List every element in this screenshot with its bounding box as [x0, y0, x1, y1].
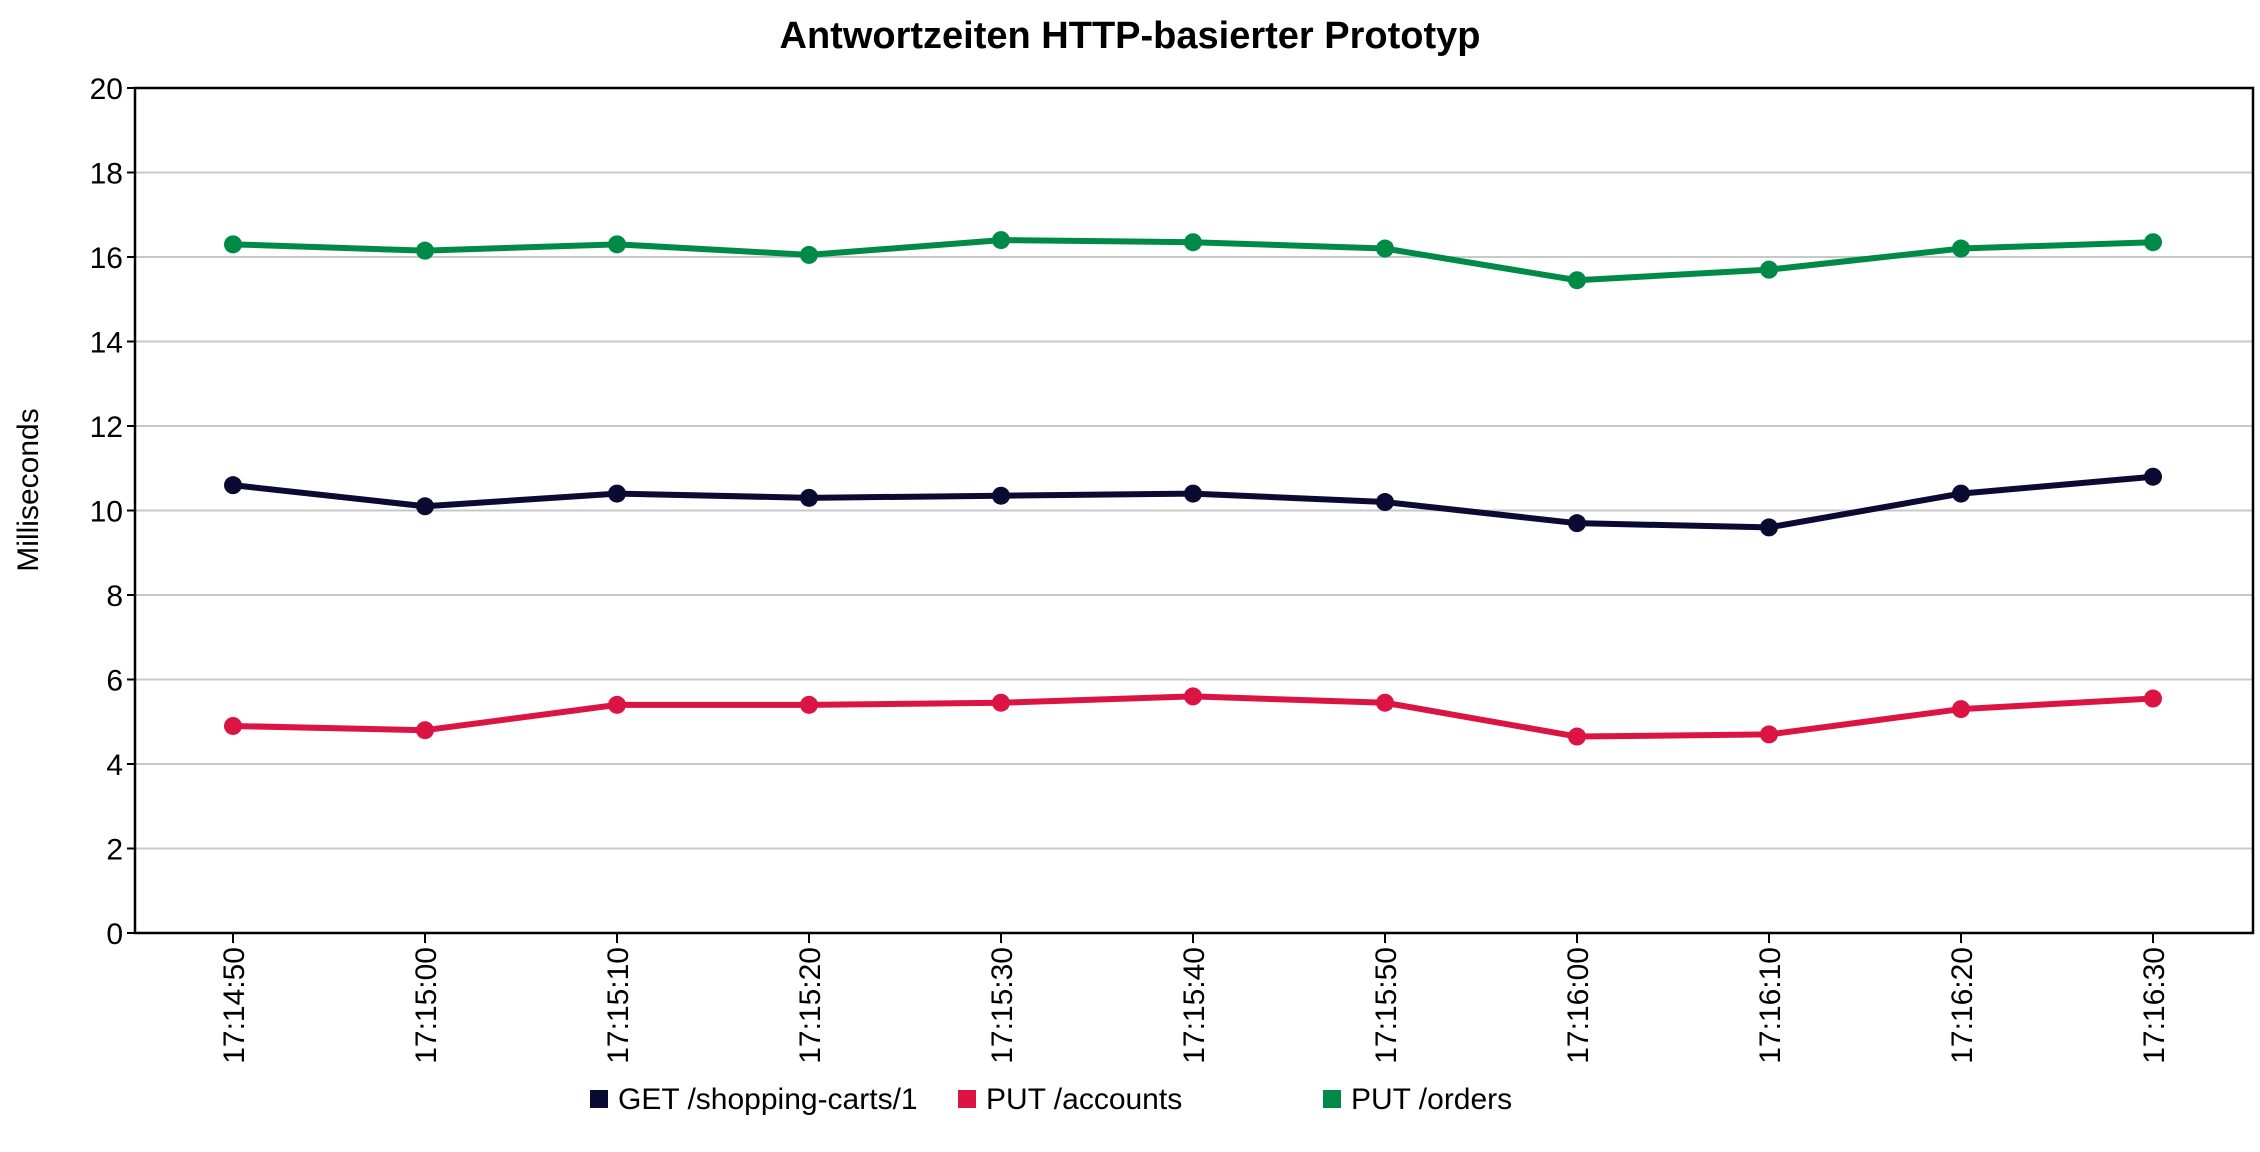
legend-swatch: [590, 1090, 608, 1108]
data-point: [1184, 687, 1202, 706]
legend: GET /shopping-carts/1 PUT /accounts PUT /o…: [590, 1083, 1512, 1116]
y-tick-label: 10: [90, 496, 123, 529]
data-point: [1568, 271, 1586, 290]
y-axis-label: Milliseconds: [12, 408, 45, 571]
y-tick-label: 14: [90, 327, 123, 360]
data-point: [800, 695, 818, 714]
data-point: [1760, 518, 1778, 537]
data-point: [1376, 693, 1394, 712]
legend-swatch: [958, 1090, 976, 1108]
y-tick-label: 2: [106, 834, 123, 867]
data-point: [2144, 233, 2162, 252]
y-tick-label: 6: [106, 665, 123, 698]
y-tick-label: 18: [90, 158, 123, 191]
data-point: [800, 245, 818, 264]
data-point: [2144, 467, 2162, 486]
data-point: [1568, 514, 1586, 533]
grid-lines: [135, 87, 2253, 850]
data-point: [608, 695, 626, 714]
y-tick-label: 20: [90, 73, 123, 106]
series-1: [224, 687, 2162, 746]
data-point: [416, 721, 434, 740]
y-tick-label: 4: [106, 749, 123, 782]
data-point: [1952, 700, 1970, 719]
x-tick-label: 17:15:10: [602, 947, 635, 1064]
y-tick-label: 8: [106, 580, 123, 613]
y-tick-labels: 0 2 4 6 8 10 12 14 16 18 20: [90, 73, 123, 951]
x-tick-label: 17:14:50: [218, 947, 251, 1064]
data-point: [1760, 260, 1778, 279]
x-tick-labels: 17:14:50 17:15:00 17:15:10 17:15:20 17:15:30…: [218, 947, 2171, 1064]
x-tick-label: 17:16:10: [1754, 947, 1787, 1064]
data-point: [1184, 484, 1202, 503]
chart-title: Antwortzeiten HTTP-basierter Prototyp: [780, 15, 1481, 57]
data-point: [2144, 689, 2162, 708]
x-tick-label: 17:16:30: [2138, 947, 2171, 1064]
y-tick-label: 0: [106, 918, 123, 951]
data-point: [1952, 239, 1970, 258]
axes: [127, 86, 2255, 943]
data-point: [1376, 493, 1394, 512]
data-point: [1568, 727, 1586, 746]
series-2: [224, 231, 2162, 290]
data-point: [992, 231, 1010, 250]
x-tick-label: 17:15:00: [410, 947, 443, 1064]
data-point: [608, 235, 626, 254]
series-0: [224, 467, 2162, 537]
data-point: [992, 693, 1010, 712]
y-tick-label: 12: [90, 411, 123, 444]
x-tick-label: 17:16:00: [1562, 947, 1595, 1064]
data-point: [1760, 725, 1778, 744]
data-point: [416, 497, 434, 516]
x-tick-label: 17:15:30: [986, 947, 1019, 1064]
y-tick-label: 16: [90, 242, 123, 275]
legend-swatch: [1323, 1090, 1341, 1108]
x-tick-label: 17:15:20: [794, 947, 827, 1064]
x-tick-label: 17:15:40: [1178, 947, 1211, 1064]
x-tick-label: 17:16:20: [1946, 947, 1979, 1064]
data-point: [1952, 484, 1970, 503]
data-point: [416, 241, 434, 260]
data-point: [608, 484, 626, 503]
series-lines: [224, 231, 2162, 746]
x-tick-label: 17:15:50: [1370, 947, 1403, 1064]
legend-label: GET /shopping-carts/1: [618, 1083, 918, 1116]
data-point: [224, 716, 242, 735]
data-point: [992, 486, 1010, 505]
data-point: [224, 476, 242, 495]
legend-label: PUT /orders: [1351, 1083, 1512, 1116]
data-point: [224, 235, 242, 254]
data-point: [1376, 239, 1394, 258]
data-point: [800, 488, 818, 507]
data-point: [1184, 233, 1202, 252]
legend-label: PUT /accounts: [986, 1083, 1182, 1116]
